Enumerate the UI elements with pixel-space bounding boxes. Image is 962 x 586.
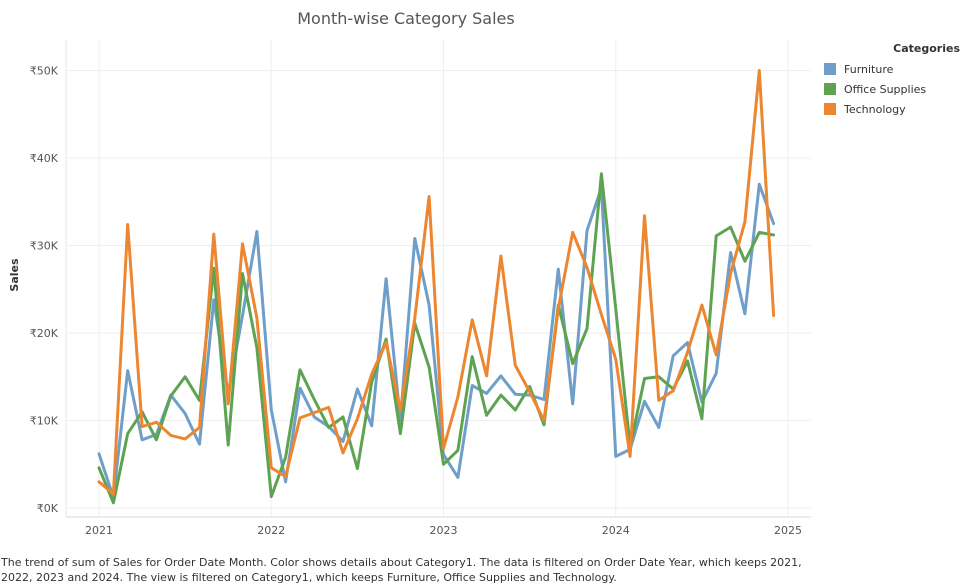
chart-title: Month-wise Category Sales — [297, 9, 515, 28]
legend-label: Furniture — [844, 62, 894, 76]
series-line-office-supplies[interactable] — [97, 172, 776, 505]
legend-items: Furniture Office Supplies Technology — [824, 59, 960, 119]
gridlines — [66, 40, 811, 517]
y-tick-label: ₹10K — [30, 415, 59, 428]
series-line-technology[interactable] — [97, 69, 776, 496]
legend-title: Categories — [893, 42, 960, 55]
x-tick-label: 2023 — [430, 524, 458, 537]
legend-swatch — [824, 63, 836, 75]
y-tick-label: ₹40K — [30, 152, 59, 165]
y-tick-label: ₹20K — [30, 327, 59, 340]
y-tick-label: ₹50K — [30, 65, 59, 78]
x-tick-label: 2021 — [85, 524, 113, 537]
x-tick-label: 2024 — [602, 524, 630, 537]
legend: Categories Furniture Office Supplies Techn… — [824, 42, 960, 119]
caption: The trend of sum of Sales for Order Date… — [1, 556, 802, 584]
x-tick-label: 2025 — [774, 524, 802, 537]
y-tick-label: ₹0K — [37, 502, 59, 515]
axes: ₹0K ₹10K ₹20K ₹30K ₹40K ₹50K 2021 2022 2023 2024 2… — [30, 40, 811, 537]
series-line-furniture[interactable] — [97, 182, 776, 499]
legend-item-office-supplies[interactable]: Office Supplies — [824, 79, 960, 99]
legend-swatch — [824, 83, 836, 95]
series-lines[interactable] — [97, 69, 776, 505]
legend-label: Office Supplies — [844, 82, 927, 96]
x-tick-label: 2022 — [257, 524, 285, 537]
legend-swatch — [824, 103, 836, 115]
legend-item-furniture[interactable]: Furniture — [824, 59, 960, 79]
legend-item-technology[interactable]: Technology — [824, 99, 960, 119]
y-tick-label: ₹30K — [30, 240, 59, 253]
y-axis-title: Sales — [8, 258, 21, 292]
legend-label: Technology — [844, 102, 906, 116]
